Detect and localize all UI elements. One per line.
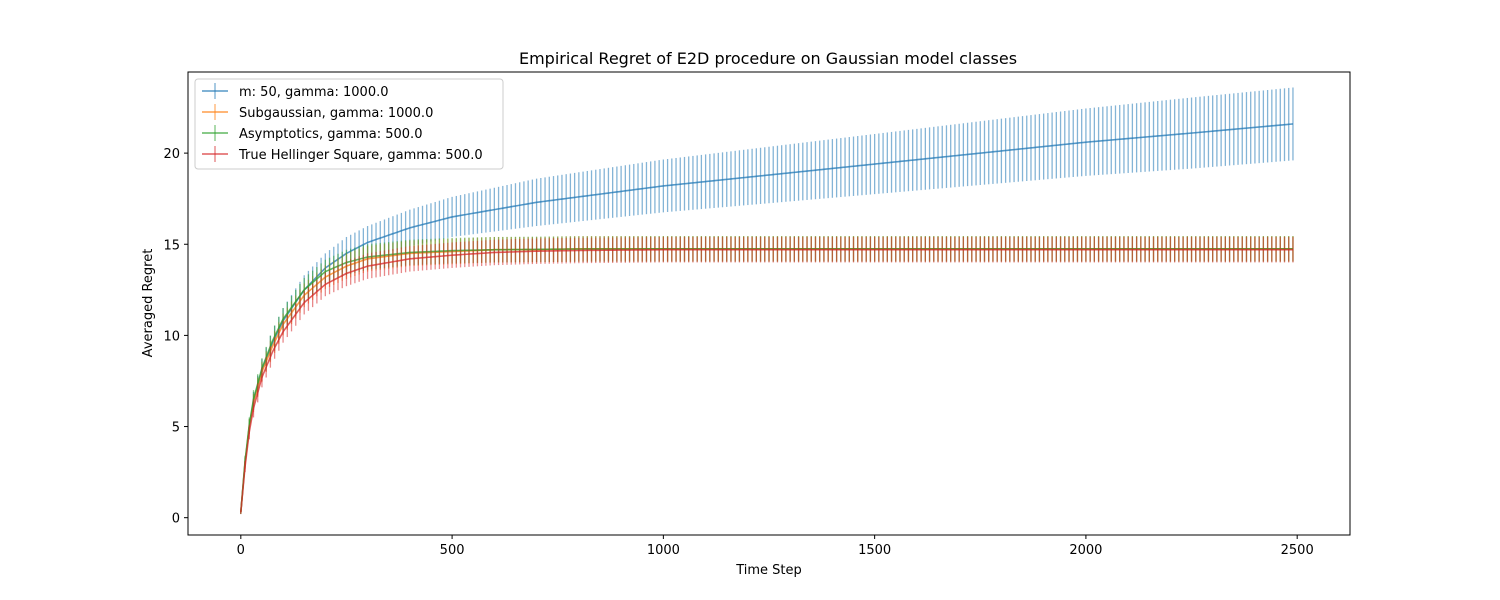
y-tick-label: 20 — [163, 147, 180, 162]
series-3 — [240, 236, 1294, 515]
legend: m: 50, gamma: 1000.0 Subgaussian, gamma: … — [194, 78, 504, 170]
legend-label: True Hellinger Square, gamma: 500.0 — [238, 148, 483, 163]
x-tick-label: 1000 — [647, 543, 680, 558]
series-line — [240, 248, 1293, 513]
series-layer — [240, 87, 1294, 515]
legend-item: True Hellinger Square, gamma: 500.0 — [202, 146, 483, 163]
y-axis-label: Averaged Regret — [141, 249, 156, 358]
x-axis-label: Time Step — [735, 563, 802, 578]
legend-box — [194, 78, 504, 170]
plot-frame — [187, 71, 1351, 536]
series-0 — [240, 87, 1294, 515]
series-line — [240, 123, 1294, 513]
x-tick-label: 500 — [440, 543, 465, 558]
series-line — [240, 248, 1293, 513]
x-tick-label: 0 — [237, 543, 245, 558]
chart-title: Empirical Regret of E2D procedure on Gau… — [519, 49, 1017, 68]
x-axis: 0 500 1000 1500 2000 2500 — [237, 535, 1314, 558]
y-axis: 0 5 10 15 20 — [163, 147, 188, 527]
y-tick-label: 5 — [172, 421, 180, 436]
y-tick-label: 10 — [163, 329, 180, 344]
legend-label: Subgaussian, gamma: 1000.0 — [239, 106, 433, 121]
y-tick-label: 15 — [163, 238, 180, 253]
x-tick-label: 1500 — [858, 543, 891, 558]
legend-label: Asymptotics, gamma: 500.0 — [239, 127, 422, 142]
legend-item: m: 50, gamma: 1000.0 — [202, 83, 389, 100]
legend-item: Subgaussian, gamma: 1000.0 — [202, 104, 433, 121]
legend-label: m: 50, gamma: 1000.0 — [239, 85, 389, 100]
y-tick-label: 0 — [172, 512, 180, 527]
x-tick-label: 2500 — [1281, 543, 1314, 558]
legend-item: Asymptotics, gamma: 500.0 — [202, 125, 422, 142]
x-tick-label: 2000 — [1069, 543, 1102, 558]
